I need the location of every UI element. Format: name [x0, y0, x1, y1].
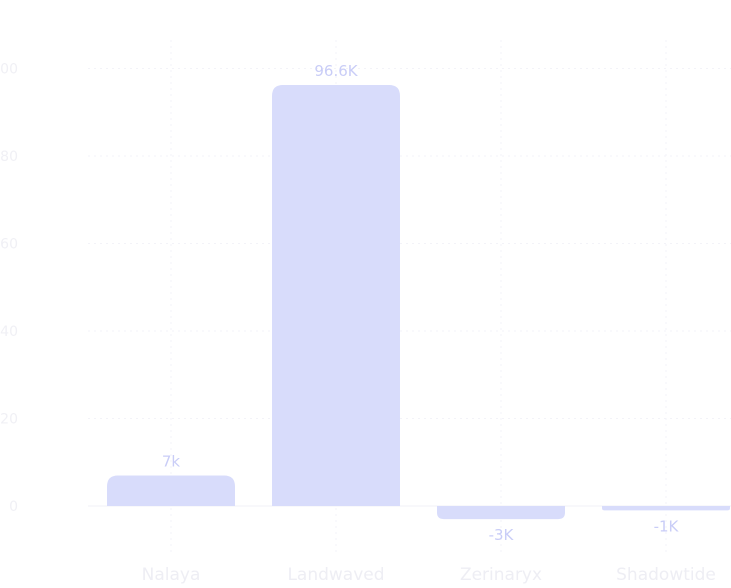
bars-group: 7k Nalaya 96.6K Landwaved -3K Zerinaryx -1K Sha… [107, 62, 730, 585]
y-tick-label: 40 [0, 324, 18, 340]
data-label: 7k [162, 452, 181, 470]
x-tick-label: Nalaya [142, 565, 201, 585]
x-tick-label: Shadowtide [616, 565, 716, 585]
y-tick-label: 20 [0, 412, 18, 428]
y-tick-label: 100 [0, 62, 18, 78]
data-label: 96.6K [314, 62, 358, 80]
x-tick-label: Landwaved [287, 565, 384, 585]
y-tick-label: 60 [0, 237, 18, 253]
bar-landwaved [272, 85, 400, 506]
x-tick-label: Zerinaryx [460, 565, 542, 585]
y-tick-label: 0 [9, 499, 18, 515]
bar-zerinaryx [437, 506, 565, 520]
data-label: -1K [654, 517, 680, 535]
bar-shadowtide [602, 506, 730, 511]
bar-nalaya [107, 475, 235, 506]
data-label: -3K [489, 526, 515, 544]
y-tick-label: 80 [0, 149, 18, 165]
